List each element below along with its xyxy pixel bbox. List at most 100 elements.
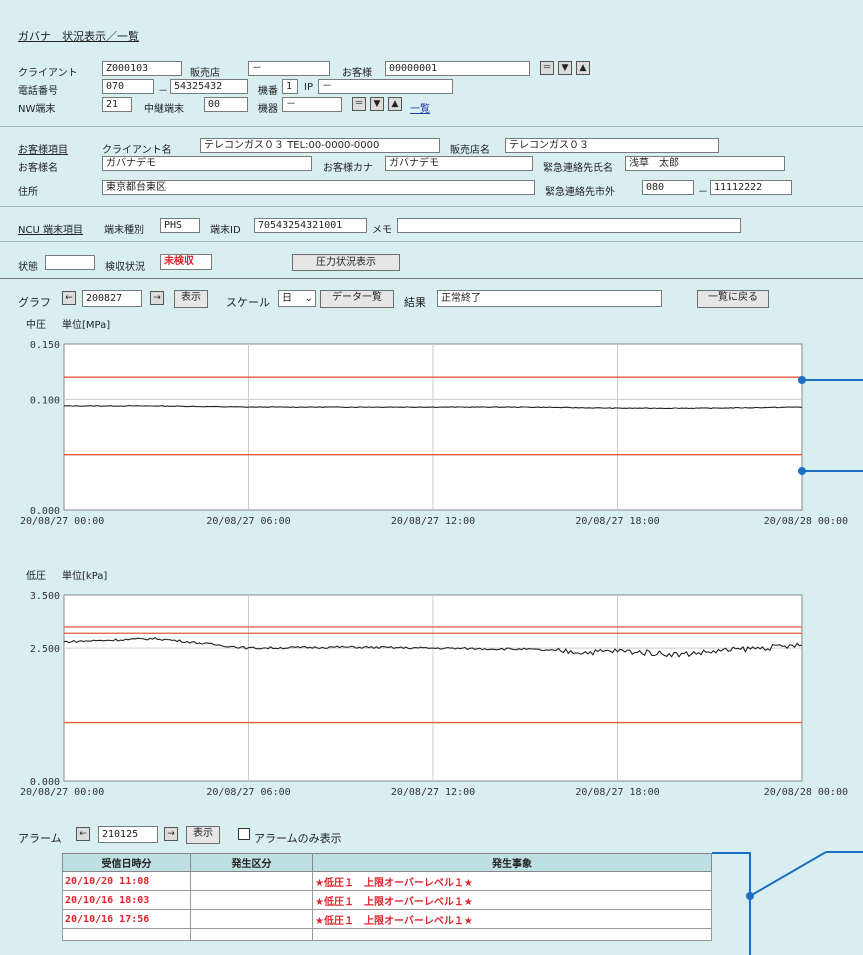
equals-button[interactable]: ＝ <box>540 61 554 75</box>
customer-section-label: お客様項目 <box>18 145 68 156</box>
down-arrow-icon[interactable]: ▼ <box>370 97 384 111</box>
inspection-label: 検収状況 <box>105 262 145 273</box>
list-link[interactable]: 一覧 <box>410 104 430 115</box>
customer-field[interactable]: 00000001 <box>385 61 530 76</box>
alarm-next-button[interactable]: → <box>164 827 178 841</box>
nw-field[interactable]: 21 <box>102 97 132 112</box>
terminal-id-field[interactable]: 70543254321001 <box>254 218 367 233</box>
graph-label: グラフ <box>18 296 51 309</box>
alarm-show-button[interactable]: 表示 <box>186 826 220 844</box>
terminal-type-field[interactable]: PHS <box>160 218 200 233</box>
address-label: 住所 <box>18 187 38 198</box>
device-field[interactable]: － <box>282 97 342 112</box>
table-row[interactable]: 20/10/16 18:03 ★低圧１ 上限オーバーレベル１★ <box>62 890 712 910</box>
received-time-cell: 20/10/16 18:03 <box>62 890 191 910</box>
device-label: 機器 <box>258 104 278 115</box>
divider <box>0 278 863 279</box>
emergency-dash: － <box>698 187 708 198</box>
customer-name-field[interactable]: ガバナデモ <box>102 156 312 171</box>
received-time-cell <box>62 928 191 941</box>
callout-dot <box>798 467 806 475</box>
dealer-name-label: 販売店名 <box>450 145 490 156</box>
terminal-type-label: 端末種別 <box>104 225 144 236</box>
chevron-down-icon: ⌄ <box>304 293 313 304</box>
equals-button[interactable]: ＝ <box>352 97 366 111</box>
event-cell <box>312 928 712 941</box>
y-tick-label: 3.500 <box>30 591 60 602</box>
pressure-status-button[interactable]: 圧力状況表示 <box>292 254 400 271</box>
callout-line <box>802 379 863 381</box>
callout-dot <box>798 376 806 384</box>
category-cell <box>190 909 313 929</box>
client-name-label: クライアント名 <box>102 145 172 156</box>
prev-date-button[interactable]: ← <box>62 291 76 305</box>
next-date-button[interactable]: → <box>150 291 164 305</box>
emergency-number-field[interactable]: 11112222 <box>710 180 792 195</box>
client-name-field[interactable]: テレコンガス０３ TEL:00-0000-0000 <box>200 138 440 153</box>
callout-line <box>712 852 750 854</box>
table-row[interactable]: 20/10/20 11:08 ★低圧１ 上限オーバーレベル１★ <box>62 871 712 891</box>
alarm-date-field[interactable]: 210125 <box>98 826 158 843</box>
data-list-button[interactable]: データ一覧 <box>320 290 394 308</box>
ip-field[interactable]: － <box>318 79 453 94</box>
emergency-name-label: 緊急連絡先氏名 <box>543 163 613 174</box>
up-arrow-icon[interactable]: ▲ <box>388 97 402 111</box>
x-tick-label: 20/08/27 06:00 <box>206 787 290 798</box>
dealer-name-field[interactable]: テレコンガス０３ <box>505 138 719 153</box>
x-tick-label: 20/08/28 00:00 <box>764 516 848 527</box>
down-arrow-icon[interactable]: ▼ <box>558 61 572 75</box>
divider <box>0 206 863 207</box>
up-arrow-icon[interactable]: ▲ <box>576 61 590 75</box>
memo-field[interactable] <box>397 218 741 233</box>
table-row[interactable]: 20/10/16 17:56 ★低圧１ 上限オーバーレベル１★ <box>62 909 712 929</box>
scale-value: 日 <box>282 293 292 304</box>
received-time-cell: 20/10/16 17:56 <box>62 909 191 929</box>
dealer-field[interactable]: － <box>248 61 330 76</box>
chart2-unit: 単位[kPa] <box>62 571 108 582</box>
emergency-name-field[interactable]: 浅草 太郎 <box>625 156 785 171</box>
x-tick-label: 20/08/28 00:00 <box>764 787 848 798</box>
back-to-list-button[interactable]: 一覧に戻る <box>697 290 769 308</box>
terminal-id-label: 端末ID <box>210 225 241 236</box>
chart1-unit: 単位[MPa] <box>62 320 111 331</box>
phone-number-field[interactable]: 54325432 <box>170 79 248 94</box>
alarm-only-label: アラームのみ表示 <box>254 832 342 845</box>
client-field[interactable]: Z000103 <box>102 61 182 76</box>
received-time-cell: 20/10/20 11:08 <box>62 871 191 891</box>
graph-date-field[interactable]: 200827 <box>82 290 142 307</box>
unit-no-field[interactable]: 1 <box>282 79 298 94</box>
event-cell: ★低圧１ 上限オーバーレベル１★ <box>312 909 712 929</box>
phone-label: 電話番号 <box>18 86 58 97</box>
alarm-prev-button[interactable]: ← <box>76 827 90 841</box>
address-field[interactable]: 東京都台東区 <box>102 180 535 195</box>
header-category: 発生区分 <box>190 853 313 872</box>
customer-label: お客様 <box>342 68 372 79</box>
status-field[interactable] <box>45 255 95 270</box>
category-cell <box>190 871 313 891</box>
callout-line <box>749 852 751 955</box>
scale-select[interactable]: 日 ⌄ <box>278 290 316 307</box>
divider <box>0 241 863 242</box>
chart1-title: 中圧 <box>26 320 46 331</box>
emergency-phone-label: 緊急連絡先市外 <box>545 187 615 198</box>
graph-show-button[interactable]: 表示 <box>174 290 208 308</box>
memo-label: メモ <box>372 225 392 236</box>
relay-field[interactable]: 00 <box>204 97 248 112</box>
table-row[interactable] <box>62 928 712 941</box>
divider <box>0 126 863 127</box>
emergency-area-field[interactable]: 080 <box>642 180 694 195</box>
series-line <box>63 405 803 410</box>
x-tick-label: 20/08/27 18:00 <box>575 516 659 527</box>
y-tick-label: 0.100 <box>30 395 60 406</box>
customer-kana-field[interactable]: ガバナデモ <box>385 156 533 171</box>
status-label: 状態 <box>18 262 38 273</box>
x-tick-label: 20/08/27 12:00 <box>391 787 475 798</box>
phone-area-field[interactable]: 070 <box>102 79 154 94</box>
x-tick-label: 20/08/27 18:00 <box>575 787 659 798</box>
customer-kana-label: お客様カナ <box>323 163 373 174</box>
alarm-only-checkbox[interactable] <box>238 828 250 840</box>
event-cell: ★低圧１ 上限オーバーレベル１★ <box>312 890 712 910</box>
y-tick-label: 0.000 <box>30 777 60 788</box>
x-tick-label: 20/08/27 12:00 <box>391 516 475 527</box>
